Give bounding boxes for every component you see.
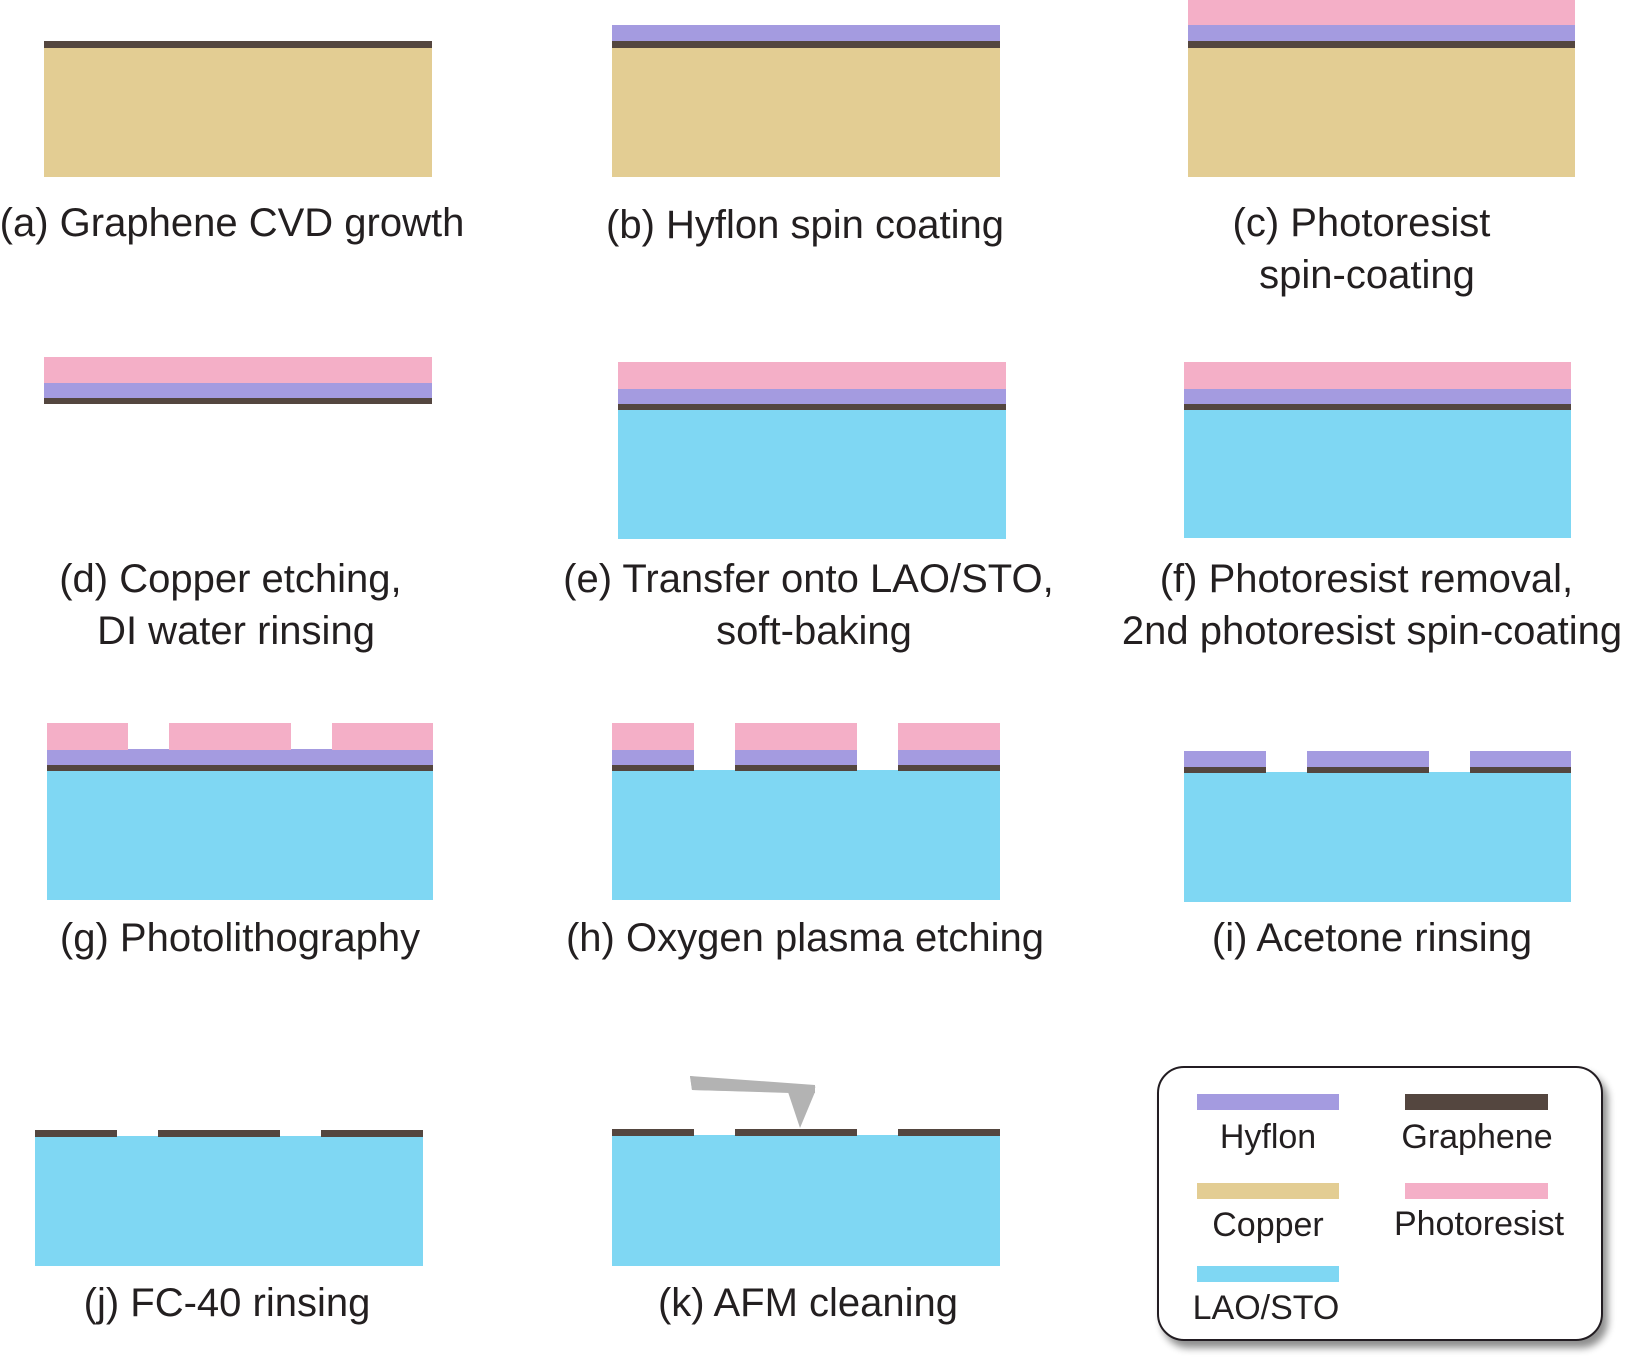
photoresist-segment bbox=[735, 723, 857, 750]
step-h-panel: (h) Oxygen plasma etching bbox=[566, 723, 1044, 960]
afm-cantilever bbox=[690, 1076, 815, 1093]
step-g-panel: (g) Photolithography bbox=[47, 723, 433, 960]
photoresist-segment bbox=[332, 723, 433, 750]
graphene-segment bbox=[321, 1130, 423, 1137]
step-d-panel: (d) Copper etching, DI water rinsing bbox=[44, 357, 432, 653]
copper-layer bbox=[612, 46, 1000, 177]
graphene-layer bbox=[44, 397, 432, 404]
legend-label-hyflon: Hyflon bbox=[1220, 1118, 1316, 1156]
legend-label-lao-sto: LAO/STO bbox=[1193, 1289, 1340, 1327]
photoresist-layer bbox=[1184, 362, 1571, 389]
graphene-segment bbox=[1470, 766, 1571, 773]
step-j-panel: (j) FC-40 rinsing bbox=[35, 1130, 423, 1325]
step-k-caption: (k) AFM cleaning bbox=[658, 1281, 958, 1325]
hyflon-segment bbox=[612, 749, 694, 765]
photoresist-segment bbox=[47, 723, 128, 750]
step-f-caption: (f) Photoresist removal, 2nd photoresist… bbox=[1122, 557, 1622, 653]
afm-probe-tip bbox=[788, 1092, 815, 1128]
graphene-segment bbox=[158, 1130, 280, 1137]
step-i-caption: (i) Acetone rinsing bbox=[1212, 916, 1532, 960]
copper-layer bbox=[1188, 46, 1575, 177]
photoresist-segment bbox=[169, 723, 291, 750]
legend-swatch-photoresist bbox=[1405, 1183, 1548, 1199]
legend-label-photoresist: Photoresist bbox=[1394, 1205, 1565, 1243]
lao-sto-substrate bbox=[1184, 408, 1571, 538]
step-a-caption: (a) Graphene CVD growth bbox=[0, 201, 464, 245]
graphene-segment bbox=[735, 764, 857, 771]
graphene-segment bbox=[1184, 766, 1266, 773]
graphene-segment bbox=[35, 1130, 117, 1137]
legend-swatch-graphene bbox=[1405, 1094, 1548, 1110]
hyflon-layer bbox=[47, 749, 433, 765]
step-c-caption: (c) Photoresist spin-coating bbox=[1233, 201, 1502, 297]
graphene-layer bbox=[44, 41, 432, 48]
hyflon-segment bbox=[1470, 751, 1571, 767]
step-c-panel: (c) Photoresist spin-coating bbox=[1188, 0, 1575, 297]
copper-layer bbox=[44, 46, 432, 177]
hyflon-segment bbox=[1307, 751, 1429, 767]
step-j-caption: (j) FC-40 rinsing bbox=[84, 1281, 371, 1325]
step-g-caption: (g) Photolithography bbox=[60, 916, 420, 960]
graphene-segment bbox=[1307, 766, 1429, 773]
hyflon-layer bbox=[1188, 25, 1575, 41]
lao-sto-substrate bbox=[618, 408, 1006, 539]
hyflon-segment bbox=[898, 749, 1000, 765]
step-a-panel: (a) Graphene CVD growth bbox=[0, 41, 464, 245]
hyflon-layer bbox=[44, 382, 432, 398]
graphene-segment bbox=[612, 1129, 694, 1136]
step-e-caption: (e) Transfer onto LAO/STO, soft-baking bbox=[563, 557, 1065, 653]
graphene-segment bbox=[735, 1129, 857, 1136]
step-f-panel: (f) Photoresist removal, 2nd photoresist… bbox=[1122, 362, 1622, 653]
lao-sto-substrate bbox=[612, 770, 1000, 900]
step-e-panel: (e) Transfer onto LAO/STO, soft-baking bbox=[563, 362, 1065, 653]
legend: Hyflon Graphene Copper Photoresist LAO/S… bbox=[1157, 1066, 1603, 1341]
lao-sto-substrate bbox=[47, 769, 433, 900]
step-b-caption: (b) Hyflon spin coating bbox=[606, 203, 1004, 247]
photoresist-layer bbox=[618, 362, 1006, 389]
hyflon-layer bbox=[618, 388, 1006, 404]
graphene-layer bbox=[618, 403, 1006, 410]
hyflon-segment bbox=[735, 749, 857, 765]
hyflon-layer bbox=[612, 25, 1000, 41]
step-h-caption: (h) Oxygen plasma etching bbox=[566, 916, 1044, 960]
legend-swatch-lao-sto bbox=[1197, 1266, 1339, 1282]
legend-label-copper: Copper bbox=[1212, 1206, 1324, 1244]
photoresist-segment bbox=[612, 723, 694, 750]
legend-swatch-hyflon bbox=[1197, 1094, 1339, 1110]
graphene-segment bbox=[612, 764, 694, 771]
step-i-panel: (i) Acetone rinsing bbox=[1184, 751, 1571, 960]
graphene-layer bbox=[47, 764, 433, 771]
step-k-panel: (k) AFM cleaning bbox=[612, 1076, 1000, 1325]
lao-sto-substrate bbox=[1184, 772, 1571, 902]
lao-sto-substrate bbox=[35, 1136, 423, 1266]
graphene-layer bbox=[1184, 403, 1571, 410]
photoresist-segment bbox=[898, 723, 1000, 750]
legend-swatch-copper bbox=[1197, 1183, 1339, 1199]
graphene-layer bbox=[1188, 41, 1575, 48]
graphene-layer bbox=[612, 41, 1000, 48]
graphene-segment bbox=[898, 764, 1000, 771]
hyflon-segment bbox=[1184, 751, 1266, 767]
legend-label-graphene: Graphene bbox=[1401, 1118, 1552, 1156]
step-d-caption: (d) Copper etching, DI water rinsing bbox=[59, 557, 413, 653]
step-b-panel: (b) Hyflon spin coating bbox=[606, 25, 1004, 247]
photoresist-layer bbox=[1188, 0, 1575, 25]
photoresist-layer bbox=[44, 357, 432, 383]
hyflon-layer bbox=[1184, 388, 1571, 404]
graphene-segment bbox=[898, 1129, 1000, 1136]
lao-sto-substrate bbox=[612, 1135, 1000, 1266]
